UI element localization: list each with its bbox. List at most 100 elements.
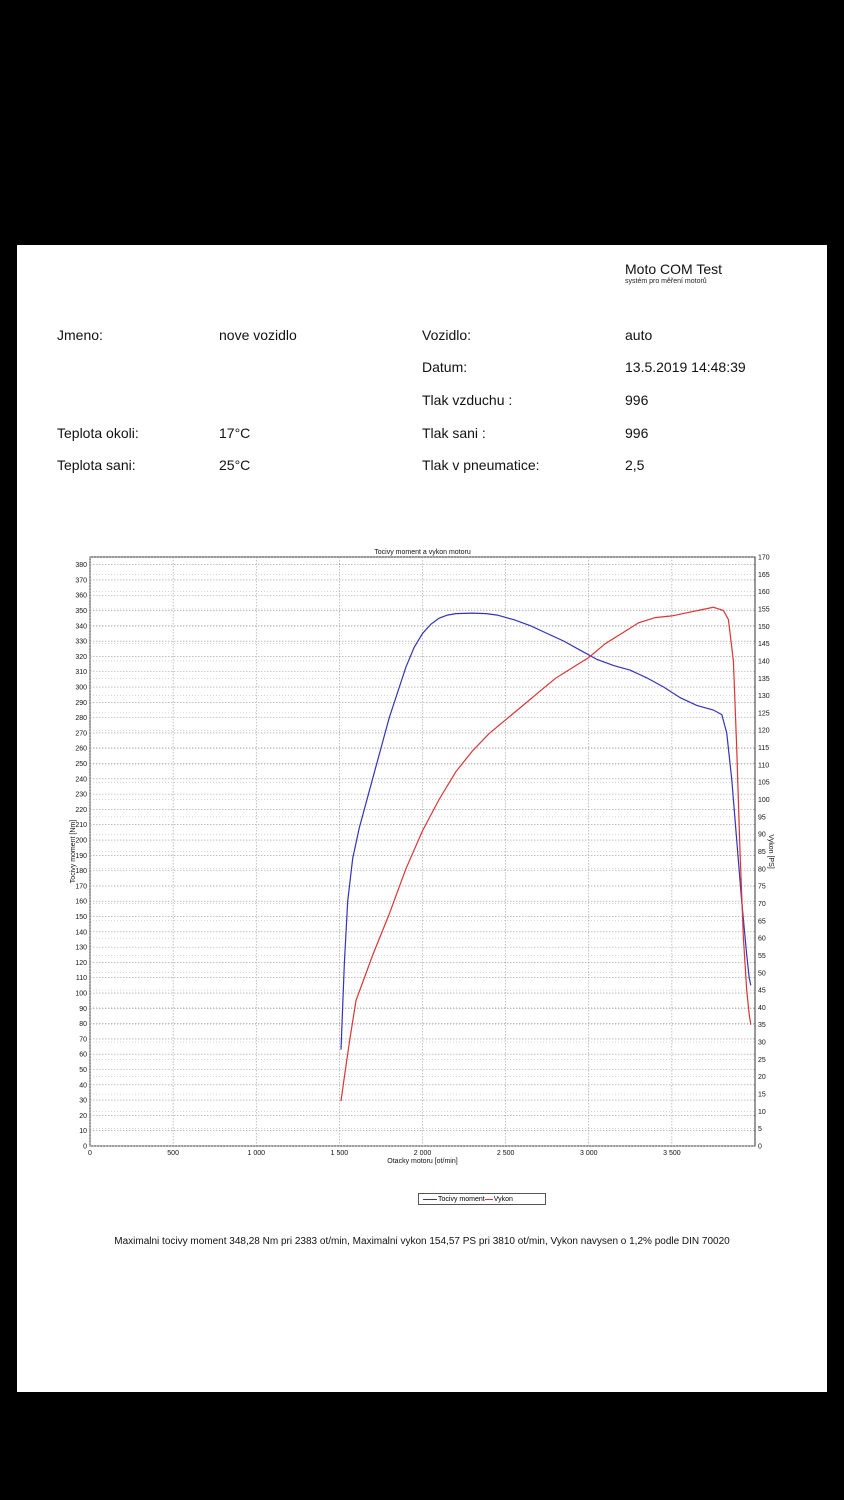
y2-tick-label: 105 <box>758 780 770 787</box>
y2-tick-label: 0 <box>758 1144 762 1151</box>
label-tlak-vzduchu: Tlak vzduchu : <box>422 392 513 408</box>
value-tlak-sani: 996 <box>625 425 649 441</box>
legend-swatch-torque <box>423 1198 437 1200</box>
legend-swatch-power <box>484 1198 493 1200</box>
y2-tick-label: 140 <box>758 658 770 665</box>
value-jmeno: nove vozidlo <box>219 327 297 343</box>
y-tick-label: 240 <box>75 776 87 783</box>
y2-tick-label: 115 <box>758 745 769 752</box>
y2-tick-label: 20 <box>758 1074 766 1081</box>
value-vozidlo: auto <box>625 327 653 343</box>
y2-tick-label: 170 <box>758 555 770 562</box>
label-datum: Datum: <box>422 359 468 375</box>
y-tick-label: 150 <box>75 914 87 921</box>
label-jmeno: Jmeno: <box>57 327 103 343</box>
label-tlak-sani: Tlak sani : <box>422 425 486 441</box>
x-tick-label: 1 000 <box>247 1150 265 1157</box>
app-name: Moto COM Test <box>625 261 722 277</box>
x-axis-label: Otacky motoru [ot/min] <box>387 1158 457 1165</box>
y2-tick-label: 110 <box>758 762 769 769</box>
y2-tick-label: 65 <box>758 918 766 925</box>
y-tick-label: 30 <box>79 1098 87 1105</box>
y-tick-label: 190 <box>75 853 87 860</box>
y2-tick-label: 30 <box>758 1040 766 1047</box>
y-tick-label: 80 <box>79 1021 87 1028</box>
y-tick-label: 140 <box>75 929 87 936</box>
legend-label-power: Vykon <box>493 1195 513 1203</box>
y2-tick-label: 90 <box>758 832 766 839</box>
y2-tick-label: 125 <box>758 710 770 717</box>
y2-tick-label: 70 <box>758 901 766 908</box>
y-axis-label: Tocivy moment [Nm] <box>70 820 77 883</box>
legend-label-torque: Tocivy moment <box>438 1195 485 1203</box>
y-tick-label: 210 <box>75 822 87 829</box>
series-line-power <box>340 606 752 1102</box>
y-tick-label: 60 <box>79 1052 87 1059</box>
label-teplota-okoli: Teplota okoli: <box>57 425 139 441</box>
y-tick-label: 110 <box>76 975 87 982</box>
x-tick-label: 3 500 <box>663 1150 681 1157</box>
y-tick-label: 100 <box>75 991 87 998</box>
y-tick-label: 280 <box>75 715 87 722</box>
y2-tick-label: 95 <box>758 814 766 821</box>
value-tlak-pneumatice: 2,5 <box>625 457 645 473</box>
x-tick-label: 2 000 <box>414 1150 432 1157</box>
y2-tick-label: 75 <box>758 884 766 891</box>
x-tick-label: 2 500 <box>497 1150 515 1157</box>
summary-text: Maximalni tocivy moment 348,28 Nm pri 23… <box>114 1236 730 1247</box>
y2-tick-label: 130 <box>758 693 770 700</box>
y2-tick-label: 165 <box>758 572 770 579</box>
value-teplota-okoli: 17°C <box>219 425 251 441</box>
label-tlak-pneumatice: Tlak v pneumatice: <box>422 457 540 473</box>
value-datum: 13.5.2019 14:48:39 <box>625 359 746 375</box>
y2-tick-label: 155 <box>758 606 770 613</box>
y-tick-label: 310 <box>75 669 87 676</box>
app-subtitle: systém pro měření motorů <box>625 278 707 285</box>
y2-tick-label: 100 <box>758 797 770 804</box>
y-tick-label: 230 <box>75 792 87 799</box>
label-teplota-sani: Teplota sani: <box>57 457 136 473</box>
dyno-chart: 0102030405060708090100110120130140150160… <box>70 549 774 1165</box>
y2-tick-label: 85 <box>758 849 766 856</box>
y-tick-label: 300 <box>75 685 87 692</box>
y-tick-label: 350 <box>75 608 87 615</box>
y2-tick-label: 5 <box>758 1126 762 1133</box>
x-tick-label: 500 <box>167 1150 179 1157</box>
y2-tick-label: 120 <box>758 728 770 735</box>
y2-tick-label: 55 <box>758 953 766 960</box>
y2-tick-label: 80 <box>758 866 766 873</box>
y-tick-label: 320 <box>75 654 87 661</box>
y-tick-label: 160 <box>75 899 87 906</box>
series-line-torque <box>340 612 752 1050</box>
y2-tick-label: 10 <box>758 1109 766 1116</box>
y-tick-label: 90 <box>79 1006 87 1013</box>
y-tick-label: 120 <box>75 960 87 967</box>
y2-axis-label: Vykon [PS] <box>767 834 774 868</box>
y-tick-label: 340 <box>75 623 87 630</box>
y-tick-label: 20 <box>79 1113 87 1120</box>
y2-tick-label: 150 <box>758 624 770 631</box>
y2-tick-label: 15 <box>758 1092 766 1099</box>
y-tick-label: 360 <box>75 593 87 600</box>
y-tick-label: 40 <box>79 1082 87 1089</box>
y-tick-label: 370 <box>75 577 87 584</box>
y2-tick-label: 145 <box>758 641 770 648</box>
y2-tick-label: 60 <box>758 936 766 943</box>
y-tick-label: 130 <box>75 945 87 952</box>
y-tick-label: 290 <box>75 700 87 707</box>
report-sheet: Moto COM Test systém pro měření motorů J… <box>17 245 827 1392</box>
y2-tick-label: 35 <box>758 1022 766 1029</box>
y-tick-label: 220 <box>75 807 87 814</box>
y-tick-label: 380 <box>75 562 87 569</box>
y-tick-label: 50 <box>79 1067 87 1074</box>
chart-title: Tocivy moment a vykon motoru <box>374 549 471 556</box>
y-tick-label: 270 <box>75 730 87 737</box>
y2-tick-label: 45 <box>758 988 766 995</box>
x-tick-label: 0 <box>88 1150 92 1157</box>
label-vozidlo: Vozidlo: <box>422 327 472 343</box>
y-tick-label: 260 <box>75 746 87 753</box>
chart-legend: Tocivy moment Vykon <box>418 1193 546 1205</box>
brand-block: Moto COM Test systém pro měření motorů <box>625 261 722 287</box>
y-tick-label: 180 <box>75 868 87 875</box>
y2-tick-label: 40 <box>758 1005 766 1012</box>
